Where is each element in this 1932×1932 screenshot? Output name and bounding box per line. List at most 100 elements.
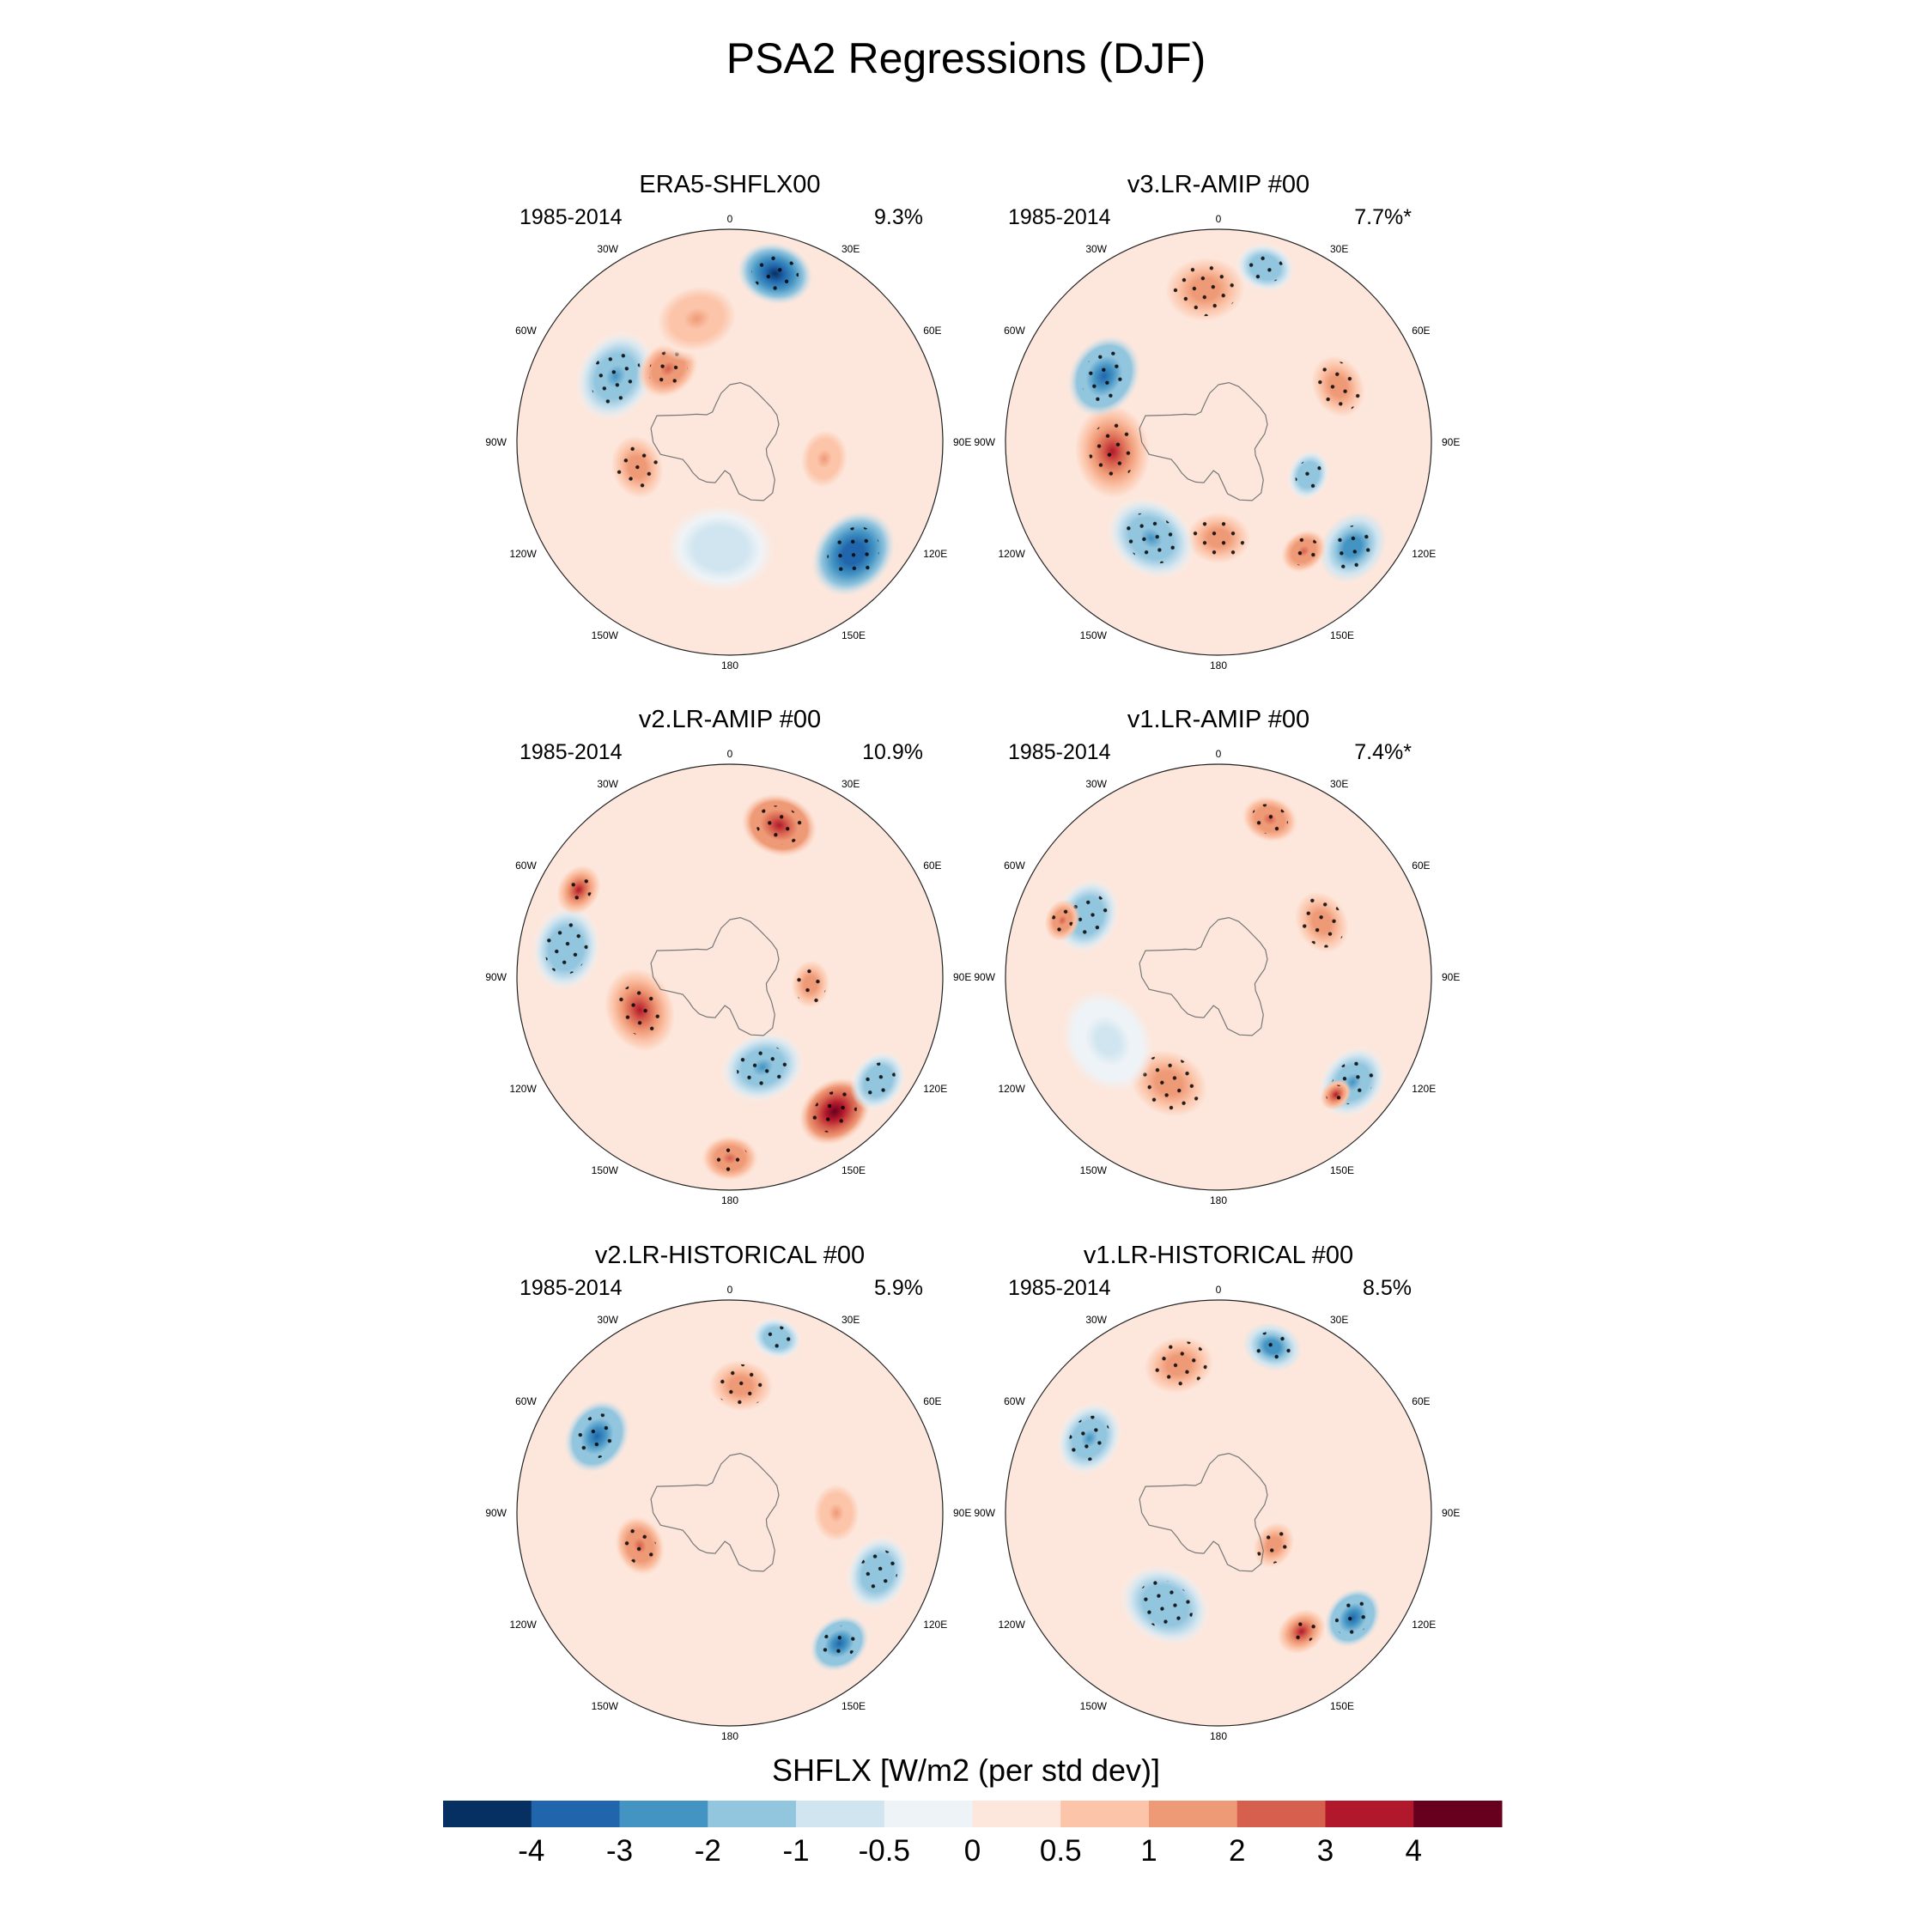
colorbar-swatch — [1325, 1801, 1414, 1827]
colorbar-swatch — [1236, 1801, 1326, 1827]
polar-map-panel: v2.LR-AMIP #00 1985-2014 10.9% 0 30E 60E 90E 12… — [485, 706, 971, 1206]
significance-stipple — [1137, 1580, 1194, 1631]
antarctica-coastline — [650, 1452, 780, 1572]
colorbar-swatch — [708, 1801, 797, 1827]
significance-stipple — [590, 348, 641, 404]
longitude-label: 60W — [1004, 325, 1025, 337]
significance-stipple — [1123, 513, 1179, 564]
panel-title: v1.LR-AMIP #00 — [1127, 706, 1309, 733]
significance-stipple — [623, 1526, 657, 1565]
significance-stipple — [1286, 1617, 1317, 1646]
colorbar-tick-label: -2 — [695, 1834, 721, 1868]
map-border — [1005, 1299, 1432, 1727]
longitude-label: 60E — [1412, 325, 1430, 337]
longitude-label: 30W — [597, 1314, 618, 1326]
panel-title: ERA5-SHFLX00 — [639, 171, 820, 198]
map-border — [1005, 228, 1432, 656]
polar-map-panel: v2.LR-HISTORICAL #00 1985-2014 5.9% 0 30E 60E… — [485, 1242, 971, 1742]
longitude-label: 0 — [1216, 748, 1222, 760]
colorbar-swatch — [1149, 1801, 1238, 1827]
longitude-label: 150E — [841, 1164, 866, 1176]
significance-stipple — [1315, 361, 1361, 412]
longitude-label: 30W — [597, 243, 618, 255]
longitude-label: 90E — [1442, 436, 1460, 448]
longitude-label: 30E — [841, 778, 860, 790]
longitude-label: 90W — [485, 971, 507, 983]
significance-stipple — [812, 1090, 857, 1133]
significance-stipple — [1150, 1340, 1208, 1389]
longitude-label: 30W — [1085, 1314, 1107, 1326]
longitude-label: 90E — [953, 436, 971, 448]
panel-variance: 9.3% — [874, 205, 923, 229]
significance-stipple — [756, 805, 803, 845]
longitude-label: 30W — [1085, 778, 1107, 790]
longitude-label: 120W — [998, 548, 1025, 560]
significance-stipple — [1247, 252, 1284, 283]
longitude-label: 150E — [841, 629, 866, 641]
longitude-label: 30W — [597, 778, 618, 790]
longitude-label: 60E — [923, 1395, 941, 1407]
panel-years: 1985-2014 — [519, 740, 623, 764]
longitude-label: 0 — [727, 1284, 733, 1296]
longitude-label: 150W — [1080, 1700, 1108, 1712]
longitude-label: 120W — [998, 1083, 1025, 1095]
longitude-label: 150W — [1080, 1164, 1108, 1176]
anomaly-region — [644, 275, 750, 362]
longitude-label: 60W — [515, 325, 537, 337]
colorbar-tick-label: 2 — [1229, 1834, 1245, 1868]
panel-title: v1.LR-HISTORICAL #00 — [1084, 1242, 1353, 1269]
significance-stipple — [860, 1062, 896, 1100]
longitude-label: 60E — [1412, 1395, 1430, 1407]
panel-title: v2.LR-AMIP #00 — [639, 706, 821, 733]
longitude-label: 0 — [727, 748, 733, 760]
longitude-label: 90W — [974, 436, 995, 448]
longitude-label: 180 — [721, 659, 738, 671]
panel-variance: 5.9% — [874, 1276, 923, 1300]
longitude-label: 30E — [1330, 778, 1348, 790]
longitude-label: 30W — [1085, 243, 1107, 255]
polar-map-panel: v1.LR-AMIP #00 1985-2014 7.4%* 0 30E 60E 90E 12… — [974, 706, 1460, 1206]
longitude-label: 150E — [841, 1700, 866, 1712]
longitude-label: 30E — [1330, 243, 1348, 255]
panel-years: 1985-2014 — [1008, 205, 1111, 229]
colorbar-tick-label: 0.5 — [1040, 1834, 1082, 1868]
longitude-label: 150W — [592, 629, 619, 641]
longitude-label: 0 — [727, 213, 733, 225]
colorbar-title: SHFLX [W/m2 (per std dev)] — [771, 1753, 1161, 1788]
longitude-label: 90W — [974, 971, 995, 983]
colorbar-tick-label: 3 — [1317, 1834, 1334, 1868]
polar-map-panel: ERA5-SHFLX00 1985-2014 9.3% 0 30E 60E 90E 120E 1… — [485, 171, 971, 671]
longitude-label: 90E — [1442, 1507, 1460, 1519]
colorbar-swatch — [1060, 1801, 1150, 1827]
anomaly-region — [1062, 990, 1154, 1092]
significance-stipple — [1334, 1599, 1370, 1637]
longitude-label: 150W — [1080, 629, 1108, 641]
panel-variance: 8.5% — [1363, 1276, 1412, 1300]
longitude-label: 120E — [1412, 1619, 1436, 1631]
significance-stipple — [821, 1625, 858, 1662]
colorbar-tick-label: -1 — [782, 1834, 809, 1868]
panel-years: 1985-2014 — [519, 1276, 623, 1300]
significance-stipple — [544, 921, 588, 975]
longitude-label: 90W — [485, 436, 507, 448]
longitude-label: 120W — [509, 1083, 537, 1095]
significance-stipple — [1081, 350, 1127, 402]
significance-stipple — [714, 1364, 768, 1407]
anomaly-region — [667, 505, 775, 592]
longitude-label: 180 — [1210, 1730, 1227, 1742]
significance-stipple — [615, 440, 659, 494]
longitude-label: 180 — [721, 1730, 738, 1742]
significance-stipple — [1172, 263, 1238, 317]
antarctica-coastline — [1139, 916, 1268, 1036]
panel-years: 1985-2014 — [1008, 1276, 1111, 1300]
longitude-label: 120W — [509, 1619, 537, 1631]
panel-years: 1985-2014 — [1008, 740, 1111, 764]
longitude-label: 30E — [841, 243, 860, 255]
longitude-label: 180 — [721, 1194, 738, 1206]
significance-stipple — [751, 253, 799, 294]
map-border — [516, 763, 944, 1191]
anomaly-region — [793, 420, 855, 497]
panel-title: v3.LR-AMIP #00 — [1127, 171, 1309, 198]
antarctica-coastline — [650, 916, 780, 1036]
